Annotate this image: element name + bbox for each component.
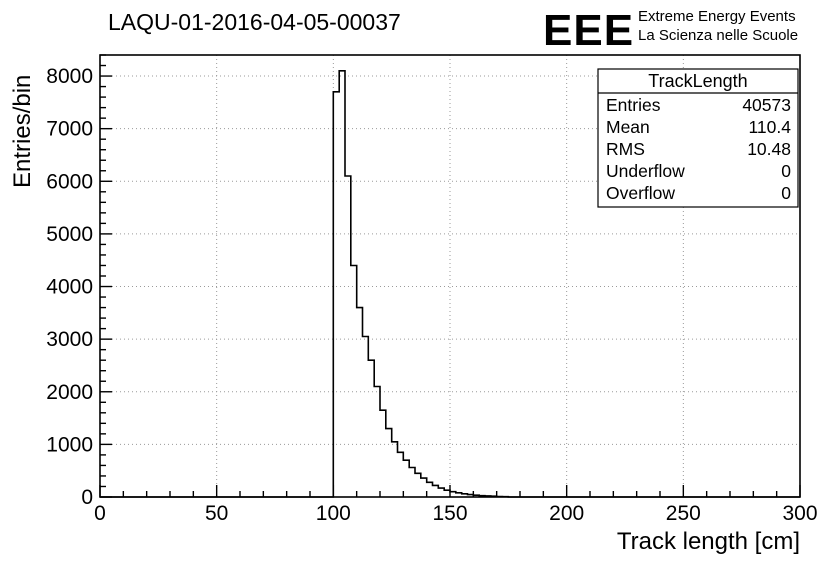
stats-value-entries: 40573 xyxy=(742,95,791,115)
x-tick-labels: 0 50 100 150 200 250 300 xyxy=(94,502,817,525)
svg-text:6000: 6000 xyxy=(46,170,93,193)
stats-label-entries: Entries xyxy=(606,95,661,115)
y-axis-title: Entries/bin xyxy=(9,75,36,188)
svg-text:0: 0 xyxy=(94,502,106,525)
svg-text:100: 100 xyxy=(316,502,351,525)
stats-box-title: TrackLength xyxy=(648,71,747,91)
stats-label-rms: RMS xyxy=(606,139,645,159)
stats-label-overflow: Overflow xyxy=(606,183,675,203)
svg-text:200: 200 xyxy=(549,502,584,525)
svg-text:300: 300 xyxy=(782,502,817,525)
svg-text:3000: 3000 xyxy=(46,328,93,351)
svg-text:5000: 5000 xyxy=(46,223,93,246)
eee-logo-tagline-2: La Scienza nelle Scuole xyxy=(638,27,798,44)
stats-value-overflow: 0 xyxy=(781,183,791,203)
svg-text:2000: 2000 xyxy=(46,381,93,404)
svg-text:150: 150 xyxy=(432,502,467,525)
stats-label-underflow: Underflow xyxy=(606,161,685,181)
histogram-line xyxy=(100,70,800,498)
eee-logo-text: EEE xyxy=(543,6,634,55)
stats-value-rms: 10.48 xyxy=(747,139,791,159)
svg-text:8000: 8000 xyxy=(46,65,93,88)
svg-text:50: 50 xyxy=(205,502,228,525)
eee-logo-tagline-1: Extreme Energy Events xyxy=(638,8,796,25)
stats-box: TrackLength Entries 40573 Mean 110.4 RMS… xyxy=(597,68,799,208)
plot-title: LAQU-01-2016-04-05-00037 xyxy=(108,9,401,35)
stats-value-underflow: 0 xyxy=(781,161,791,181)
svg-text:250: 250 xyxy=(666,502,701,525)
svg-text:4000: 4000 xyxy=(46,276,93,299)
svg-text:0: 0 xyxy=(81,486,93,509)
stats-box-frame xyxy=(597,68,799,208)
x-axis-title: Track length [cm] xyxy=(617,528,800,555)
svg-text:7000: 7000 xyxy=(46,118,93,141)
svg-text:1000: 1000 xyxy=(46,433,93,456)
stats-label-mean: Mean xyxy=(606,117,650,137)
y-tick-labels: 0 1000 2000 3000 4000 5000 6000 7000 8000 xyxy=(46,65,93,509)
stats-value-mean: 110.4 xyxy=(749,117,792,137)
eee-logo: EEE Extreme Energy Events La Scienza nel… xyxy=(543,6,798,55)
